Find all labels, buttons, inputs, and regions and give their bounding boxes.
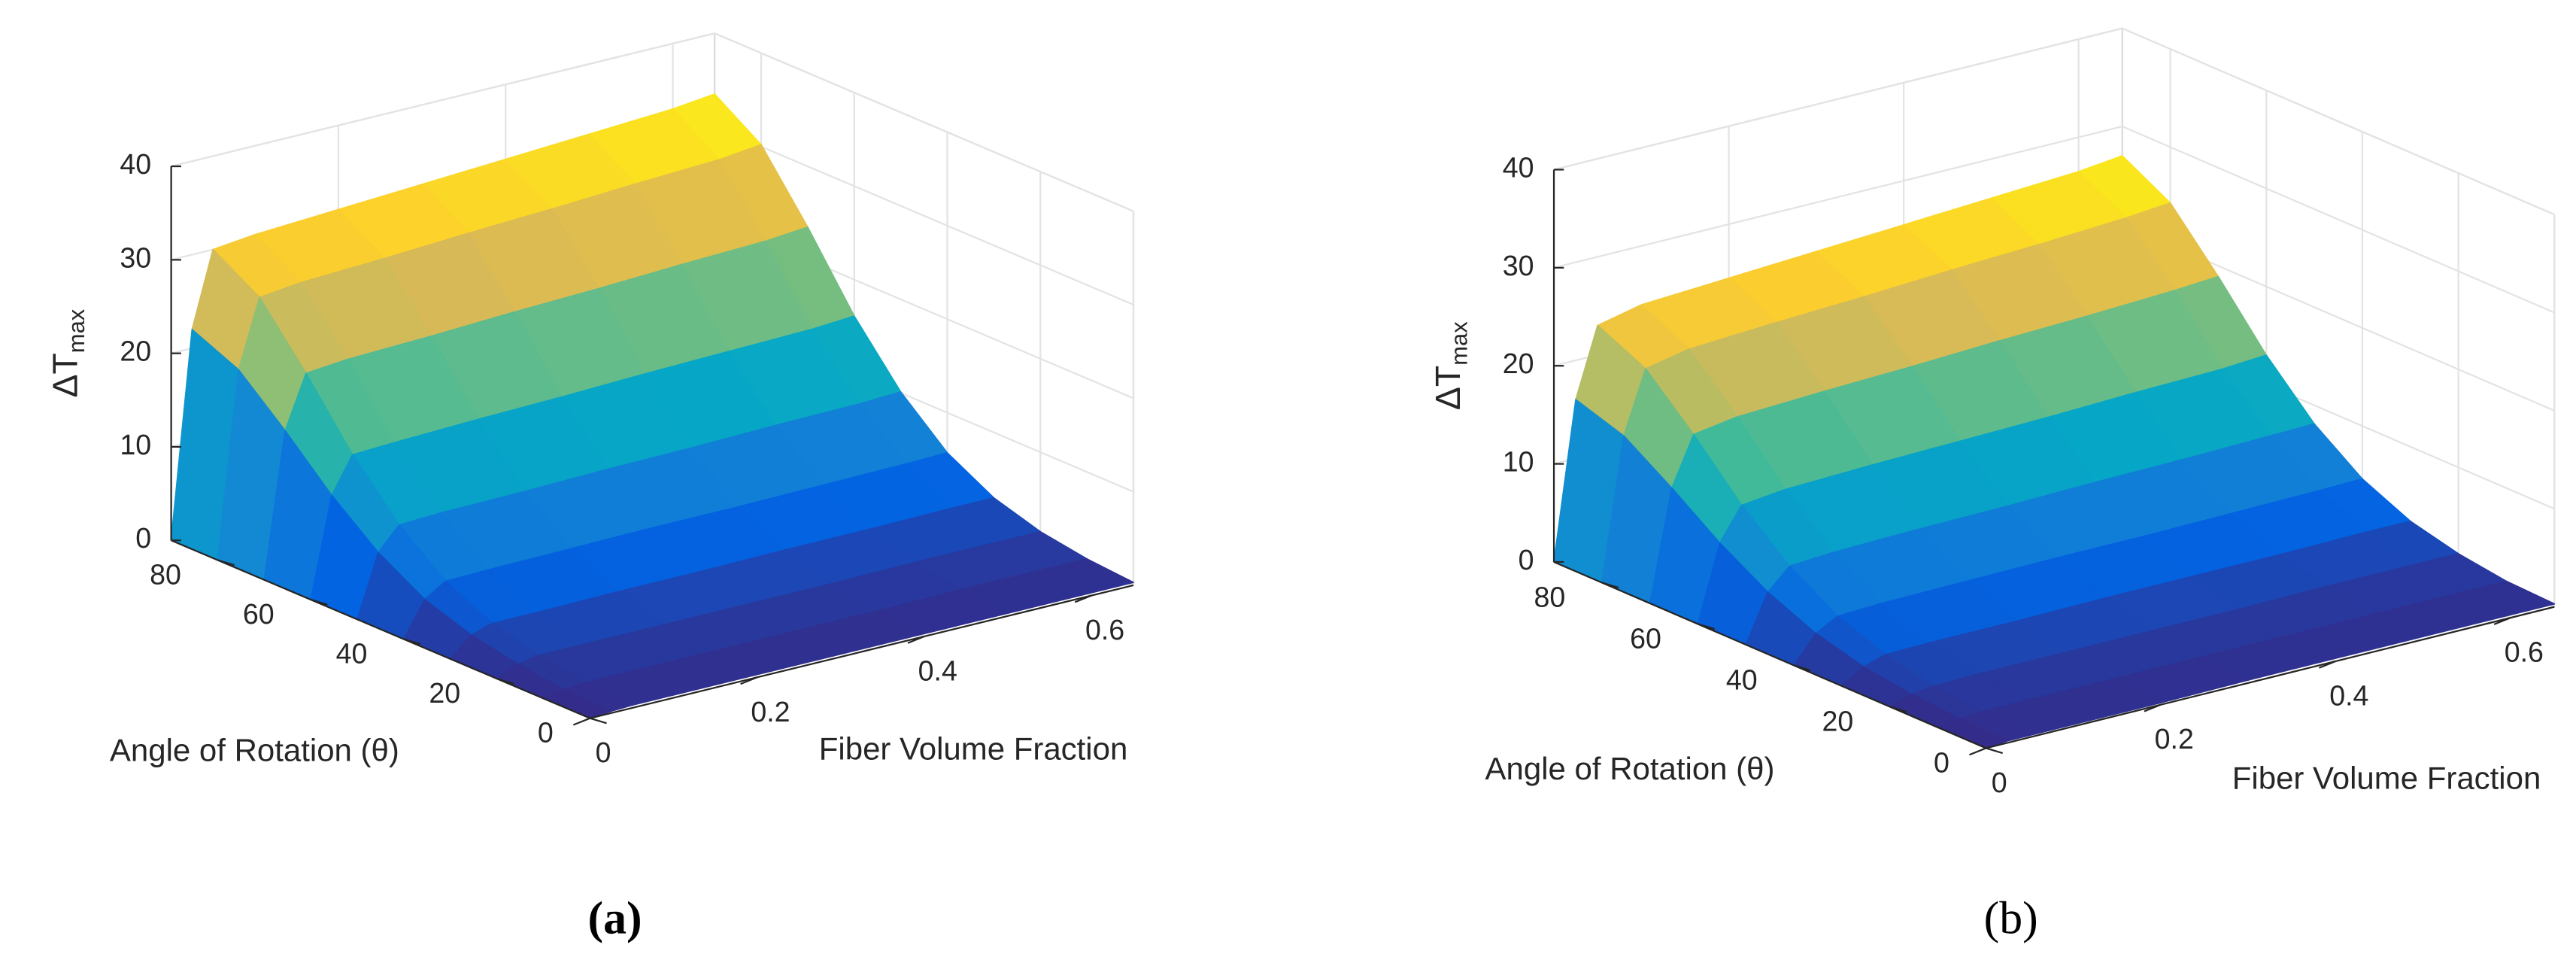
y-tick (217, 559, 235, 567)
y-tick (310, 598, 328, 606)
z-label-main: ΔT (1428, 366, 1467, 410)
z-axis-label: ΔTmax (1428, 321, 1472, 410)
x-tick-label: 0.4 (918, 655, 957, 686)
y-tick-label: 20 (1822, 705, 1854, 737)
x-axis-label: Fiber Volume Fraction (819, 731, 1128, 767)
x-tick-label: 0.2 (2155, 723, 2194, 755)
z-grid-line (1553, 27, 2555, 216)
x-tick-label: 0.4 (2329, 679, 2368, 711)
x-tick (2319, 660, 2337, 669)
z-tick-label: 10 (1503, 446, 1534, 478)
z-axis-label: ΔTmax (46, 308, 90, 397)
y-tick (590, 717, 607, 724)
x-tick-label: 0 (1992, 767, 2007, 798)
y-axis-label: Angle of Rotation (θ) (110, 732, 399, 767)
z-tick-label: 40 (1503, 151, 1534, 183)
x-axis (590, 584, 1134, 719)
surface-chart: 0 10 20 30 40 0 0.2 0.4 0.6 0 20 40 60 80 Fiber Volume… (1428, 27, 2556, 944)
y-tick-label: 20 (429, 677, 460, 709)
y-tick-label: 40 (1726, 664, 1758, 695)
x-tick (572, 717, 590, 726)
x-tick-label: 0.6 (2505, 636, 2544, 668)
y-tick-label: 0 (538, 717, 554, 749)
z-label-main: ΔT (46, 353, 85, 397)
y-tick-label: 60 (243, 598, 275, 630)
y-tick (1986, 747, 2003, 755)
x-tick (2493, 617, 2511, 625)
y-tick-label: 80 (150, 559, 181, 591)
panel-label: (b) (1984, 893, 2038, 944)
y-tick (1889, 706, 1907, 713)
x-tick (1074, 594, 1092, 603)
z-tick-label: 20 (120, 336, 151, 367)
z-grid-line (1553, 125, 2555, 314)
y-tick (1698, 623, 1715, 630)
y-tick-label: 80 (1534, 581, 1566, 612)
surface-chart: 0 10 20 30 40 0 0.2 0.4 0.6 0 20 40 60 80 Fiber Volume… (46, 32, 1135, 944)
x-tick (2144, 703, 2162, 712)
y-tick (496, 678, 514, 685)
panel-label: (a) (588, 893, 642, 944)
x-tick-label: 0.2 (751, 696, 790, 728)
z-tick-label: 0 (1519, 544, 1534, 576)
y-tick (403, 638, 421, 646)
y-tick-label: 0 (1934, 746, 1949, 778)
x-tick (1969, 747, 1986, 756)
z-grid-line (171, 32, 1134, 212)
z-label-sub: max (1446, 321, 1472, 366)
x-axis (1986, 606, 2555, 749)
y-tick-label: 60 (1630, 622, 1661, 654)
z-tick-label: 0 (135, 522, 151, 554)
y-tick-label: 40 (336, 638, 368, 670)
y-tick (1601, 582, 1619, 589)
z-tick-label: 30 (1503, 250, 1534, 281)
y-tick (1793, 664, 1811, 672)
y-axis (1553, 560, 1987, 749)
x-tick (907, 635, 925, 644)
x-tick-label: 0.6 (1085, 614, 1124, 646)
z-label-sub: max (63, 308, 90, 353)
y-axis (171, 539, 590, 719)
x-tick (740, 676, 758, 685)
x-axis-label: Fiber Volume Fraction (2232, 760, 2541, 795)
z-tick-label: 20 (1503, 348, 1534, 379)
z-tick-label: 10 (120, 429, 151, 460)
y-axis-label: Angle of Rotation (θ) (1485, 751, 1775, 786)
x-tick-label: 0 (596, 737, 611, 768)
z-tick-label: 40 (120, 148, 151, 180)
z-tick-label: 30 (120, 242, 151, 273)
